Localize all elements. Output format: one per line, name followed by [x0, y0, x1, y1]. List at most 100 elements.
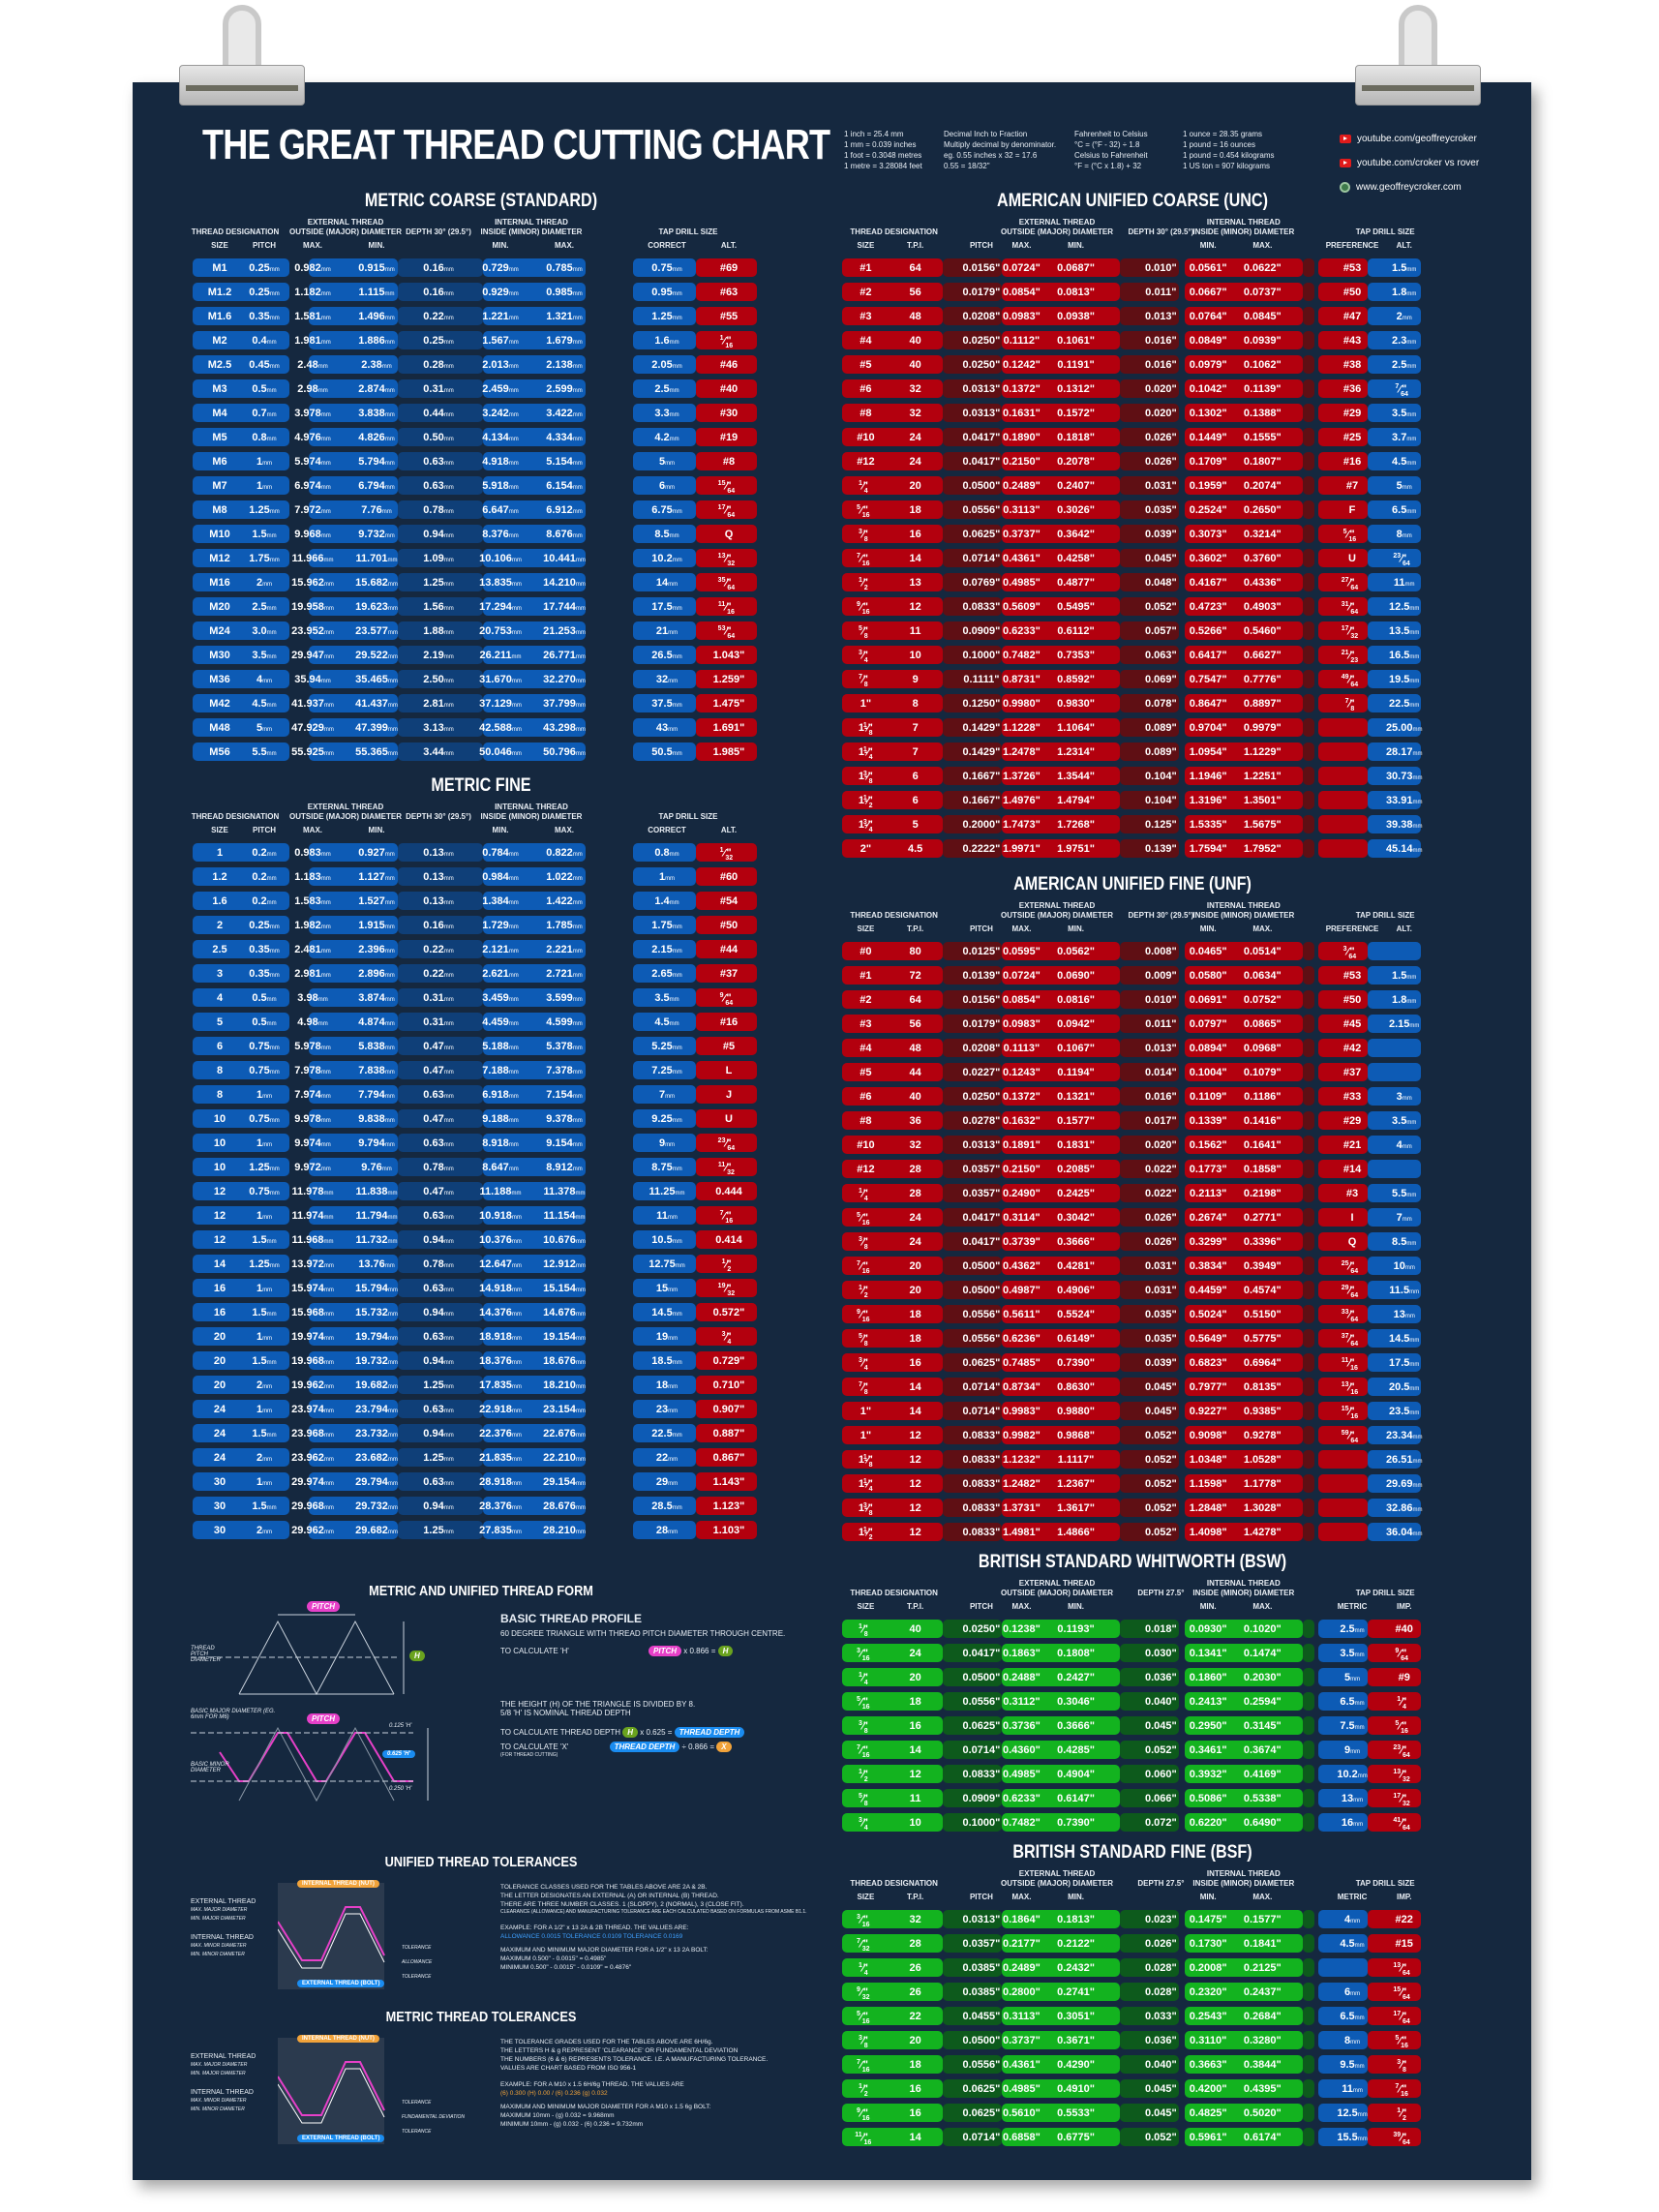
- table-cell: 1.182mm 1.115mm: [294, 283, 398, 301]
- unf-table: THREAD DESIGNATION SIZE T.P.I. PITCH EXTERNA…: [842, 901, 1423, 1545]
- table-row: 14 1.25mm 13.972mm 13.76mm 0.78mm 12.647mm 12.…: [193, 1253, 773, 1277]
- table-cell: 4.5mm: [1367, 452, 1421, 470]
- table-cell: 0.16mm: [398, 258, 483, 277]
- cell-value: 1mm: [256, 1088, 273, 1101]
- table-cell: [1302, 500, 1314, 519]
- cell-value: 2.15mm: [1388, 1017, 1420, 1030]
- column-header-int: INTERNAL THREAD: [495, 803, 568, 811]
- table-cell: 0.031": [1119, 1281, 1179, 1299]
- cell-value: 4mm: [1343, 1913, 1361, 1925]
- cell-value: 0.030": [1145, 1647, 1177, 1659]
- cell-value: 12: [909, 1429, 921, 1441]
- cell-value: 0.7485": [1002, 1356, 1041, 1369]
- cell-value: 1.2367": [1057, 1477, 1095, 1490]
- table-cell: 13⁄16 ": [1317, 1378, 1368, 1396]
- cell-value: M56: [209, 745, 230, 758]
- table-cell: #43: [1317, 331, 1368, 349]
- cell-value: 0.031": [1145, 1284, 1177, 1296]
- cell-value: 0.013": [1145, 1042, 1177, 1054]
- cell-value: 29.947mm: [291, 649, 334, 661]
- table-cell: 1.103": [696, 1521, 757, 1539]
- table-cell: [1302, 1232, 1314, 1251]
- table-cell: 0.63mm: [398, 1472, 483, 1491]
- cell-value: 0.6490": [1243, 1816, 1282, 1829]
- table-cell: 24 1.5mm: [193, 1424, 289, 1442]
- table-cell: 28.918mm 29.154mm: [479, 1472, 586, 1491]
- cell-value: 2.459mm: [482, 382, 519, 395]
- cell-value: 19.962mm: [291, 1379, 334, 1391]
- cell-value: 0.47mm: [423, 1040, 454, 1052]
- table-cell: 19⁄32 ": [696, 1279, 757, 1297]
- cell-value: 5.974mm: [294, 455, 331, 468]
- table-cell: 27⁄64 ": [1317, 573, 1368, 591]
- cell-value: #3: [860, 1017, 872, 1030]
- table-cell: 1.9971" 1.9751": [1001, 839, 1120, 858]
- cell-value: 32: [909, 1913, 921, 1925]
- cell-value: 0.1807": [1243, 455, 1282, 468]
- social-link-youtube-1[interactable]: youtube.com/geoffreycroker: [1340, 127, 1479, 151]
- cell-value: 1.75mm: [249, 552, 280, 564]
- cell-value: 0.2413": [1189, 1695, 1227, 1708]
- table-cell: 37⁄64 ": [1317, 1329, 1368, 1348]
- cell-value: #15: [1395, 1937, 1413, 1950]
- table-cell: 0.0849" 0.0939": [1184, 331, 1303, 349]
- table-cell: 0.9980" 0.9830": [1001, 694, 1120, 712]
- cell-value: 2mm: [256, 1524, 273, 1536]
- cell-value: 0.78mm: [423, 1161, 454, 1173]
- cell-value: 5.918mm: [482, 479, 519, 492]
- table-row: #2 56 0.0179" 0.0854" 0.0813" 0.011" 0.0667" 0.…: [842, 281, 1423, 305]
- cell-value: 7⁄16 ": [857, 1743, 870, 1759]
- cell-value: #4: [860, 334, 872, 347]
- cell-value: #37: [719, 967, 739, 980]
- column-header-pref: METRIC: [1337, 1602, 1368, 1611]
- cell-value: 6.5mm: [1340, 1695, 1365, 1708]
- cell-value: 2.896mm: [358, 967, 395, 980]
- table-cell: 4.5mm: [1317, 1934, 1368, 1953]
- cell-value: 56: [909, 286, 921, 298]
- table-cell: M2.5 0.45mm: [193, 355, 289, 374]
- table-cell: [1302, 1329, 1314, 1348]
- cell-value: #8: [722, 455, 736, 468]
- cell-value: 0.020": [1145, 407, 1177, 419]
- column-header-size: SIZE: [211, 241, 228, 250]
- cell-value: 10.2mm: [651, 552, 682, 564]
- table-cell: 0.7547" 0.7776": [1184, 670, 1303, 688]
- binder-clip-right: [1355, 5, 1481, 111]
- table-cell: 1.7473" 1.7268": [1001, 815, 1120, 833]
- cell-value: #3: [860, 310, 872, 322]
- cell-value: 64: [909, 993, 921, 1006]
- cell-value: 12: [909, 600, 921, 613]
- cell-value: 0.0714": [962, 552, 1001, 564]
- table-cell: 3mm: [1367, 1087, 1421, 1106]
- column-header-depth: DEPTH 30° (29.5°): [1128, 911, 1194, 920]
- cell-value: 7.378mm: [546, 1064, 583, 1076]
- table-cell: 0.13mm: [398, 843, 483, 862]
- cell-value: 0.22mm: [423, 310, 454, 322]
- table-cell: 19.5mm: [1367, 670, 1421, 688]
- cell-value: 1.679mm: [546, 334, 583, 347]
- cell-value: 1.1232": [1002, 1453, 1041, 1466]
- table-cell: 0.5961" 0.6174": [1184, 2128, 1303, 2146]
- column-header-min: MIN.: [1068, 924, 1084, 933]
- table-cell: #7: [1317, 476, 1368, 495]
- cell-value: 1.527mm: [358, 894, 395, 907]
- cell-value: 0.1321": [1057, 1090, 1095, 1103]
- cell-value: 1.9971": [1002, 842, 1041, 855]
- cell-value: M5: [212, 431, 227, 443]
- table-cell: 1.981mm 1.886mm: [294, 331, 398, 349]
- table-cell: 0.9704" 0.9979": [1184, 718, 1303, 737]
- cell-value: 0.0909": [962, 1792, 1001, 1804]
- social-link-website[interactable]: www.geoffreycroker.com: [1340, 175, 1479, 199]
- table-cell: 1- 3⁄8 " 12: [842, 1499, 943, 1517]
- cell-value: 1.567mm: [482, 334, 519, 347]
- cell-value: #8: [860, 1114, 872, 1127]
- table-cell: 23⁄64 ": [1367, 1741, 1421, 1759]
- social-link-youtube-2[interactable]: youtube.com/croker vs rover: [1340, 151, 1479, 175]
- cell-value: 1mm: [658, 870, 676, 883]
- cell-value: 2.013mm: [482, 358, 519, 371]
- cell-value: 3.5mm: [1340, 1647, 1365, 1659]
- table-cell: [1302, 2055, 1314, 2074]
- cell-value: 0.0690": [1057, 969, 1095, 982]
- table-cell: 1" 14: [842, 1402, 943, 1420]
- table-row: #8 32 0.0313" 0.1631" 0.1572" 0.020" 0.1302" 0.…: [842, 402, 1423, 426]
